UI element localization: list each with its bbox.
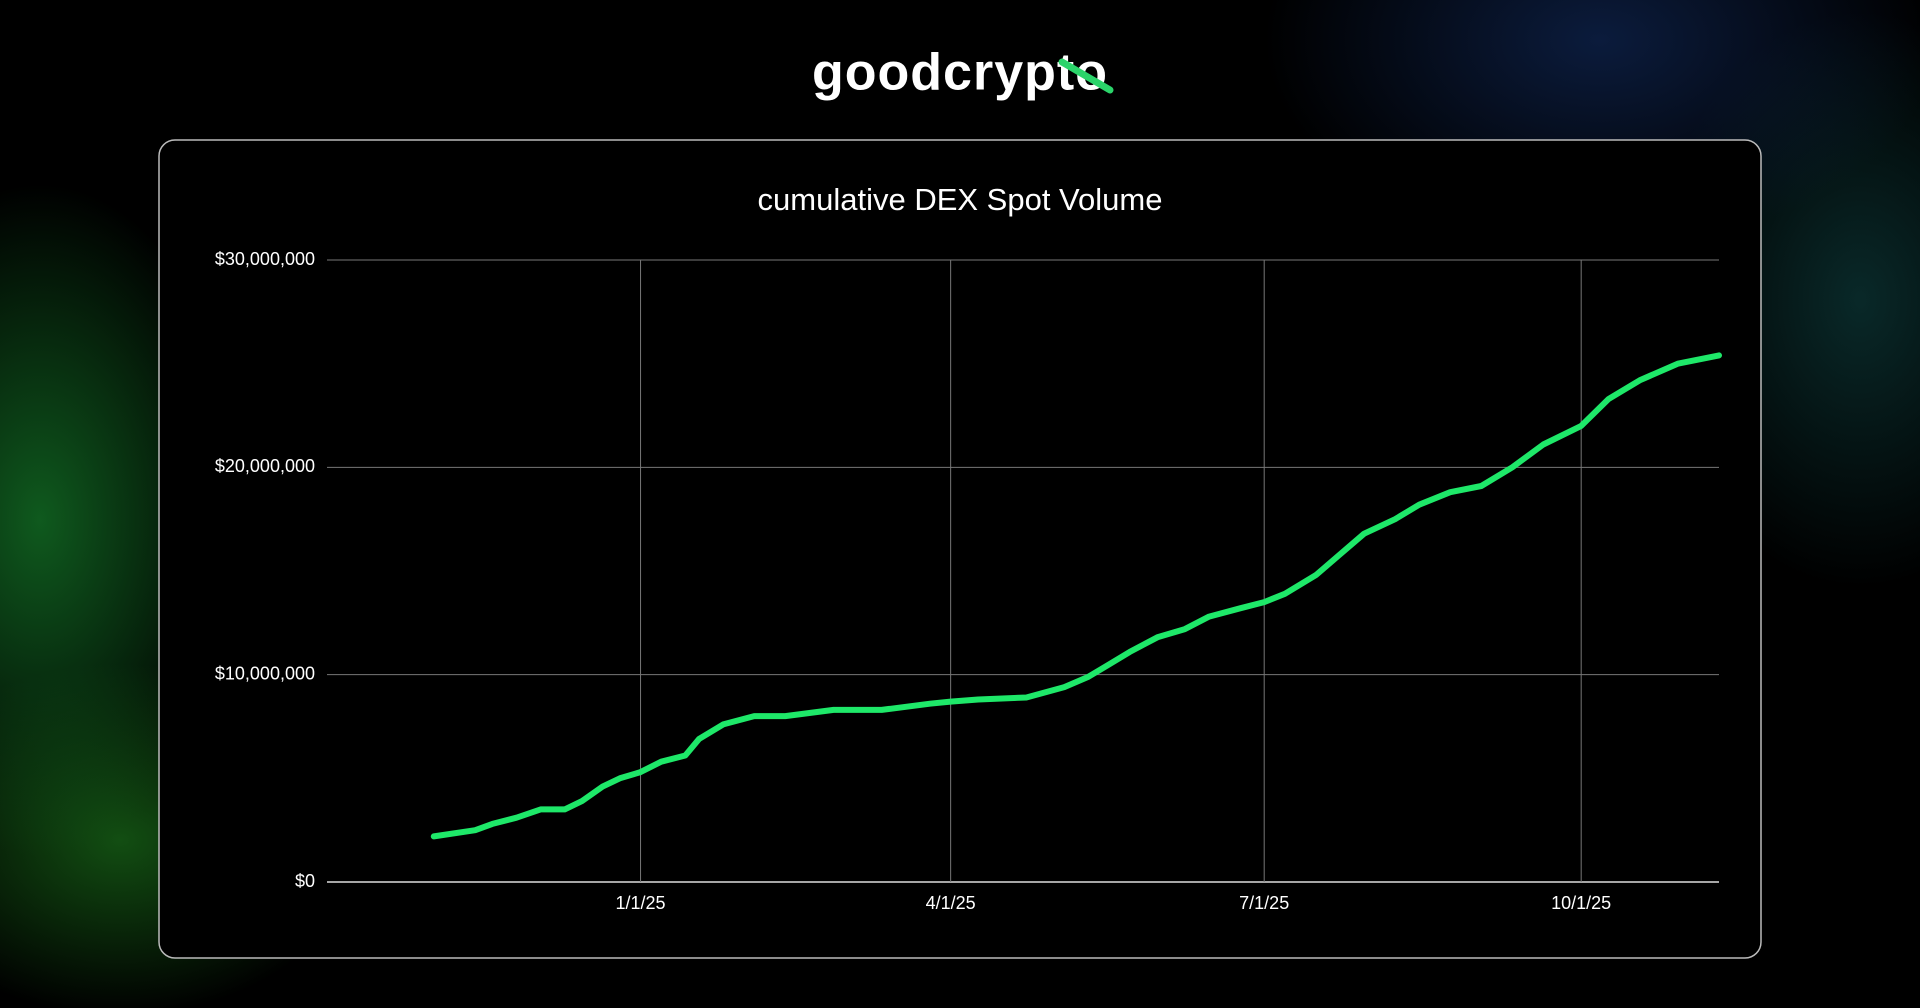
chart-title: cumulative DEX Spot Volume — [758, 182, 1163, 217]
chart-card — [158, 139, 1762, 959]
y-tick-label: $20,000,000 — [215, 456, 315, 476]
x-tick-label: 1/1/25 — [616, 893, 666, 913]
y-tick-label: $0 — [295, 871, 315, 891]
data-line — [430, 352, 1722, 840]
brand-logo: goodcrypto — [812, 44, 1108, 102]
x-tick-label: 7/1/25 — [1239, 893, 1289, 913]
x-tick-label: 4/1/25 — [926, 893, 976, 913]
logo-accent — [1058, 58, 1114, 94]
y-tick-label: $10,000,000 — [215, 663, 315, 683]
x-tick-label: 10/1/25 — [1551, 893, 1611, 913]
y-tick-label: $30,000,000 — [215, 249, 315, 269]
